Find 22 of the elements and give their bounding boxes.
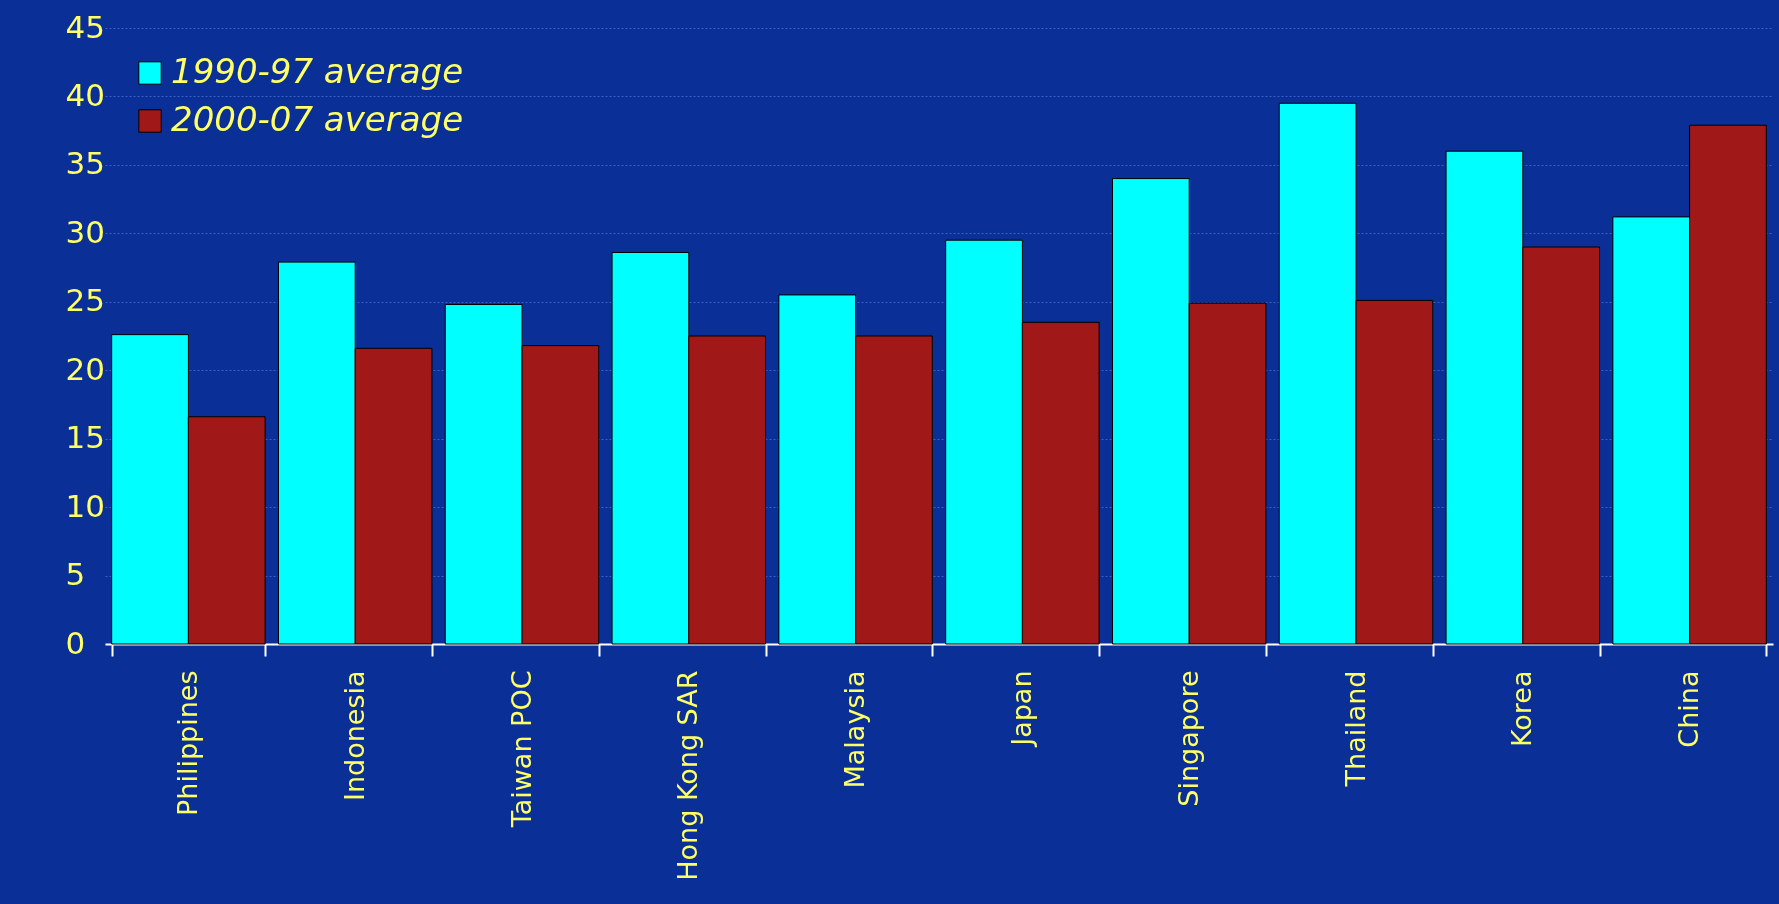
- x-tick-label: Indonesia: [338, 670, 370, 802]
- y-tick-label: 45: [65, 8, 105, 45]
- y-tick-label: 0: [65, 624, 86, 661]
- y-tick-label: 25: [65, 282, 105, 319]
- x-tick-label: Korea: [1506, 670, 1538, 748]
- x-tick-label: China: [1673, 670, 1705, 748]
- y-tick-label: 5: [65, 556, 86, 593]
- x-tick-label: Hong Kong SAR: [672, 670, 704, 881]
- y-tick-label: 15: [65, 419, 105, 456]
- y-tick-label: 30: [65, 213, 105, 250]
- y-tick-label: 10: [65, 487, 105, 524]
- x-tick-label: Philippines: [171, 670, 203, 816]
- x-tick-label: Thailand: [1339, 670, 1371, 788]
- x-tick-label: Singapore: [1172, 670, 1204, 807]
- y-tick-label: 40: [65, 76, 105, 113]
- y-tick-label: 20: [65, 350, 105, 387]
- y-tick-label: 35: [65, 145, 105, 182]
- x-tick-label: Japan: [1005, 670, 1037, 748]
- legend-label: 1990-97 average: [171, 51, 464, 91]
- x-tick-label: Taiwan POC: [505, 670, 537, 829]
- legend-label: 2000-07 average: [171, 99, 464, 139]
- x-tick-label: Malaysia: [839, 670, 871, 789]
